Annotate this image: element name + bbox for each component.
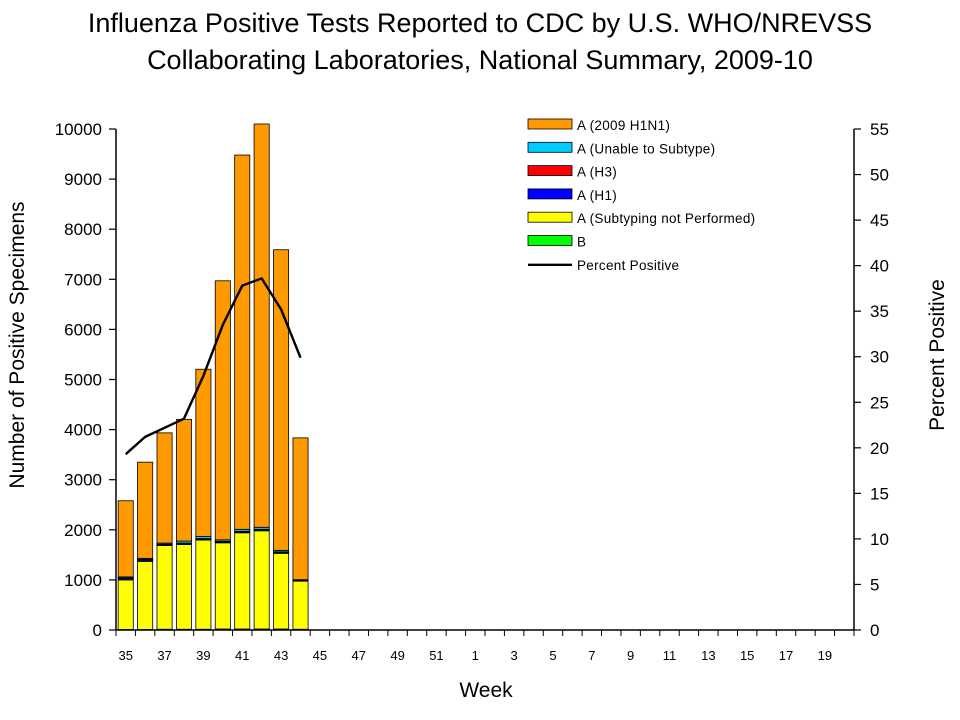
y-tick-label-6000: 6000 bbox=[64, 320, 102, 339]
legend: A (2009 H1N1) A (Unable to Subtype) A (H3)… bbox=[527, 118, 755, 273]
y-tick-label-4000: 4000 bbox=[64, 421, 102, 440]
x-tick-label-43: 43 bbox=[274, 648, 288, 663]
x-axis-label: Week bbox=[459, 679, 513, 702]
legend-swatch-a-2009-h1n1 bbox=[527, 118, 573, 130]
y-tick-label-7000: 7000 bbox=[64, 270, 102, 289]
x-tick-label-47: 47 bbox=[352, 648, 366, 663]
y-tick-label-10000: 10000 bbox=[55, 120, 102, 139]
y2-tick-label-45: 45 bbox=[870, 211, 889, 230]
bar-segment-40-1 bbox=[214, 542, 231, 630]
legend-swatch-b bbox=[527, 235, 573, 246]
bar-segment-35-5 bbox=[117, 500, 134, 578]
y-tick-label-1000: 1000 bbox=[64, 571, 102, 590]
bar-segment-40-5 bbox=[214, 280, 231, 541]
y2-tick-label-10: 10 bbox=[870, 530, 889, 549]
x-tick-label-15: 15 bbox=[740, 648, 754, 663]
y-tick-label-2000: 2000 bbox=[64, 521, 102, 540]
y2-tick-label-40: 40 bbox=[870, 257, 889, 276]
x-tick-label-11: 11 bbox=[663, 648, 677, 663]
x-tick-label-13: 13 bbox=[701, 648, 715, 663]
bar-segment-38-5 bbox=[175, 418, 192, 542]
x-tick-label-49: 49 bbox=[390, 648, 404, 663]
legend-label-a-h1: A (H1) bbox=[577, 188, 617, 203]
y-ticks-right: 0 5 10 15 20 25 30 35 40 45 50 55 bbox=[854, 120, 889, 640]
y-tick-label-0: 0 bbox=[93, 621, 102, 640]
y-axis-label: Number of Positive Specimens bbox=[6, 201, 29, 488]
x-tick-label-45: 45 bbox=[313, 648, 327, 663]
x-tick-label-9: 9 bbox=[627, 648, 634, 663]
y2-axis-label: Percent Positive bbox=[926, 279, 949, 431]
bar-segment-41-5 bbox=[234, 154, 251, 530]
legend-swatch-a-h3 bbox=[527, 165, 573, 177]
x-tick-label-39: 39 bbox=[196, 648, 210, 663]
bar-segment-44-5 bbox=[292, 437, 309, 581]
bar-segment-37-5 bbox=[156, 432, 173, 544]
bar-segment-42-5 bbox=[253, 123, 270, 528]
legend-label-a-unable-to-subtype: A (Unable to Subtype) bbox=[577, 141, 715, 156]
x-tick-label-51: 51 bbox=[429, 648, 443, 663]
y2-tick-label-25: 25 bbox=[870, 393, 889, 412]
bar-segment-43-1 bbox=[273, 552, 290, 630]
x-tick-label-1: 1 bbox=[472, 648, 479, 663]
y-tick-label-9000: 9000 bbox=[64, 170, 102, 189]
chart-subtitle: Collaborating Laboratories, National Sum… bbox=[147, 45, 813, 75]
y-tick-label-3000: 3000 bbox=[64, 471, 102, 490]
y2-tick-label-50: 50 bbox=[870, 166, 889, 185]
bar-segment-43-5 bbox=[273, 249, 290, 551]
percent-positive-line bbox=[124, 277, 302, 456]
bar-segment-44-1 bbox=[292, 580, 309, 630]
bar-segment-39-1 bbox=[195, 539, 212, 630]
y-tick-label-5000: 5000 bbox=[64, 371, 102, 390]
x-tick-label-41: 41 bbox=[235, 648, 249, 663]
bar-segment-37-1 bbox=[156, 545, 173, 630]
bar-segment-35-1 bbox=[117, 579, 134, 630]
bar-segment-36-1 bbox=[137, 560, 154, 630]
bar-segment-41-1 bbox=[234, 532, 251, 630]
bar-segment-39-5 bbox=[195, 368, 212, 537]
y2-tick-label-15: 15 bbox=[870, 484, 889, 503]
y2-tick-label-35: 35 bbox=[870, 302, 889, 321]
x-ticks: 35 37 39 41 43 45 47 49 51 1 3 5 7 9 11 13 15 17 19 bbox=[115, 630, 855, 663]
y2-tick-label-5: 5 bbox=[870, 575, 879, 594]
legend-swatch-a-unable-to-subtype bbox=[527, 141, 573, 153]
bar-segment-38-1 bbox=[175, 544, 192, 630]
x-tick-label-5: 5 bbox=[549, 648, 556, 663]
x-tick-label-19: 19 bbox=[818, 648, 832, 663]
legend-label-a-h3: A (H3) bbox=[577, 165, 617, 180]
legend-label-a-2009-h1n1: A (2009 H1N1) bbox=[577, 118, 670, 133]
y-ticks-left: 0 1000 2000 3000 4000 5000 6000 7000 8000 9000 100… bbox=[55, 120, 116, 640]
x-tick-label-17: 17 bbox=[779, 648, 793, 663]
y2-tick-label-55: 55 bbox=[870, 120, 889, 139]
legend-swatch-a-subtyping-not-performed bbox=[527, 211, 573, 223]
bar-segment-36-5 bbox=[137, 461, 154, 559]
y2-tick-label-0: 0 bbox=[870, 621, 879, 640]
y2-tick-label-20: 20 bbox=[870, 439, 889, 458]
x-tick-label-37: 37 bbox=[157, 648, 171, 663]
legend-swatch-a-h1 bbox=[527, 188, 573, 200]
percent-positive-line-group bbox=[124, 277, 302, 456]
bar-segment-42-1 bbox=[253, 530, 270, 630]
legend-label-percent-positive: Percent Positive bbox=[577, 258, 679, 273]
x-tick-label-35: 35 bbox=[118, 648, 132, 663]
y-tick-label-8000: 8000 bbox=[64, 220, 102, 239]
y2-tick-label-30: 30 bbox=[870, 348, 889, 367]
chart-title: Influenza Positive Tests Reported to CDC… bbox=[88, 8, 872, 38]
bars-group bbox=[117, 123, 309, 631]
legend-label-b: B bbox=[577, 235, 586, 250]
legend-label-a-subtyping-not-performed: A (Subtyping not Performed) bbox=[577, 211, 755, 226]
x-tick-label-7: 7 bbox=[588, 648, 595, 663]
x-tick-label-3: 3 bbox=[511, 648, 518, 663]
